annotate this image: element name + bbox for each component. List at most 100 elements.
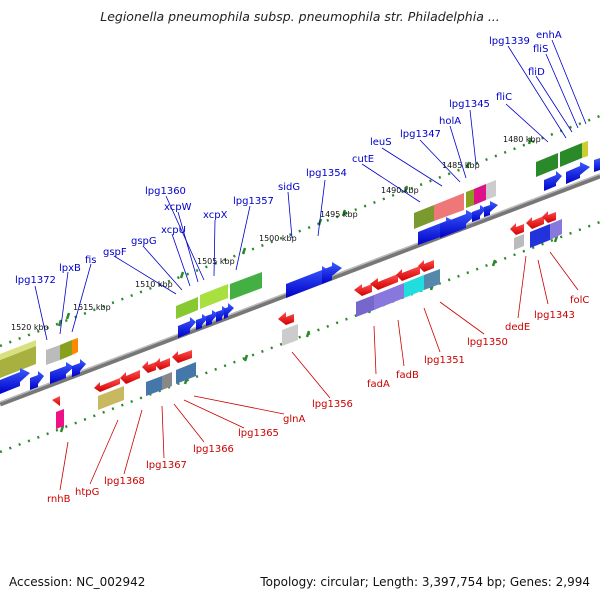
leader-line xyxy=(373,325,377,375)
gene-label: htpG xyxy=(75,487,99,498)
gene-arrow xyxy=(472,205,486,222)
leader-line xyxy=(505,103,549,143)
gene-block xyxy=(560,143,582,167)
leader-line xyxy=(507,45,567,139)
reverse-tick-track xyxy=(0,220,600,454)
major-tick xyxy=(241,247,247,255)
forward-cog-blocks xyxy=(0,141,588,378)
gene-block xyxy=(514,234,524,250)
gene-label: holA xyxy=(439,116,461,127)
leader-line xyxy=(287,191,293,239)
gene-block xyxy=(176,297,198,319)
gene-block xyxy=(176,362,196,384)
leader-line xyxy=(71,263,92,333)
tick-label: 1490 kbp xyxy=(381,186,419,195)
gene-label: lpg1345 xyxy=(449,99,490,110)
gene-arrow xyxy=(0,368,30,394)
gene-label: lpg1368 xyxy=(104,476,145,487)
forward-leader-lines xyxy=(34,39,587,341)
gene-arrow xyxy=(196,314,208,330)
tick-label: 1480 kbp xyxy=(503,135,541,144)
leader-line xyxy=(173,403,205,443)
tick-label: 1510 kbp xyxy=(135,280,173,289)
gene-block xyxy=(98,386,124,410)
reverse-gene-labels: rnhB htpG lpg1368 lpg1367 lpg1366 lpg136… xyxy=(47,295,589,505)
gene-label: lpg1365 xyxy=(238,428,279,439)
major-tick xyxy=(305,330,311,338)
tick-label: 1515 kbp xyxy=(73,303,111,312)
gene-label: lpg1343 xyxy=(534,310,575,321)
leader-line xyxy=(177,211,199,283)
tick-label: 1485 kbp xyxy=(442,161,480,170)
gene-arrow xyxy=(544,171,562,191)
leader-line xyxy=(59,441,69,491)
gene-arrow xyxy=(370,274,398,290)
gene-label: cutE xyxy=(352,154,374,165)
gene-block xyxy=(46,345,60,365)
leader-line xyxy=(165,195,205,281)
leader-line xyxy=(213,219,216,277)
gene-label: folC xyxy=(570,295,589,306)
reverse-cog-blocks xyxy=(56,219,562,429)
gene-label: lpg1367 xyxy=(146,460,187,471)
gene-block xyxy=(404,275,424,298)
gene-label: lpg1357 xyxy=(233,196,274,207)
gene-arrow xyxy=(72,359,86,377)
leader-line xyxy=(235,205,251,271)
gene-block xyxy=(414,205,434,229)
tick-label: 1520 kbp xyxy=(11,323,49,332)
gene-arrow xyxy=(94,378,120,392)
leader-line xyxy=(423,307,441,353)
leader-line xyxy=(291,351,331,399)
leader-line xyxy=(419,139,461,183)
gene-label: lpg1354 xyxy=(306,168,347,179)
leader-line xyxy=(535,75,573,133)
gene-label: xcpU xyxy=(161,225,186,236)
gene-block xyxy=(56,409,64,429)
leader-line xyxy=(361,163,421,203)
map-title: Legionella pneumophila subsp. pneumophil… xyxy=(100,9,500,24)
major-ticks xyxy=(57,137,559,433)
accession-text: Accession: NC_002942 xyxy=(9,575,146,589)
major-tick xyxy=(403,185,409,193)
gene-arrow xyxy=(172,350,192,363)
gene-label: dedE xyxy=(505,322,530,333)
gene-label: fadA xyxy=(367,379,390,390)
leader-line xyxy=(469,109,477,165)
gene-label: fliS xyxy=(533,44,548,55)
leader-line xyxy=(537,259,549,305)
gene-block xyxy=(0,346,36,378)
gene-label: fliD xyxy=(528,67,545,78)
gene-label: enhA xyxy=(536,30,562,41)
leader-line xyxy=(449,125,467,179)
gene-arrow xyxy=(178,317,196,338)
gene-label: gspF xyxy=(103,247,127,258)
reverse-leader-lines xyxy=(59,251,579,491)
gene-arrow xyxy=(50,362,74,384)
gene-block xyxy=(72,338,78,355)
major-tick xyxy=(341,209,347,217)
gene-block xyxy=(0,340,36,360)
gene-block xyxy=(466,189,474,208)
gene-label: lpg1351 xyxy=(424,355,465,366)
gene-block xyxy=(162,372,172,390)
gene-label: lpg1366 xyxy=(193,444,234,455)
gene-label: leuS xyxy=(370,137,392,148)
gene-label: lpg1339 xyxy=(489,36,530,47)
gene-block xyxy=(230,272,262,300)
gene-arrow xyxy=(440,210,476,238)
gene-label: lpg1372 xyxy=(15,275,56,286)
gene-arrow xyxy=(418,260,434,272)
gene-block xyxy=(530,224,550,248)
gene-arrow xyxy=(594,158,600,172)
gene-block xyxy=(146,376,162,396)
gene-block xyxy=(486,180,496,200)
gene-arrow xyxy=(484,201,498,217)
major-tick xyxy=(57,319,63,327)
leader-line xyxy=(193,395,285,415)
gene-block xyxy=(374,283,404,310)
major-tick xyxy=(553,235,559,243)
gene-arrow xyxy=(510,223,524,235)
leader-line xyxy=(439,301,485,335)
topology-text: Topology: circular; Length: 3,397,754 bp… xyxy=(260,575,590,589)
